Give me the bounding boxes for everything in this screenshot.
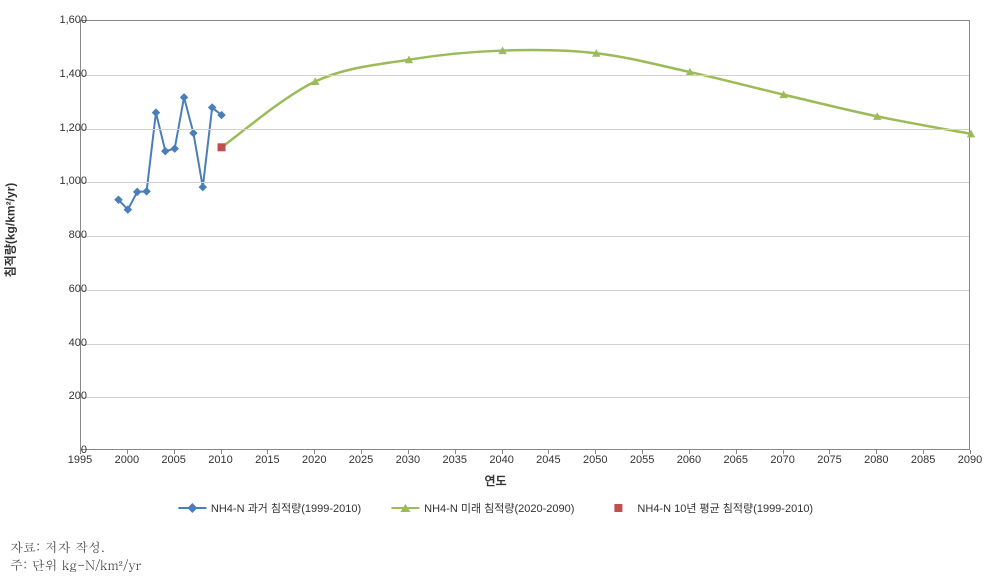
- legend-item-past: NH4-N 과거 침적량(1999-2010): [178, 500, 361, 516]
- marker-past: [152, 108, 160, 116]
- marker-past: [142, 187, 150, 195]
- marker-past: [199, 183, 207, 191]
- y-axis-title: 침적량(kg/km²/yr): [2, 183, 19, 277]
- y-tick-label: 400: [27, 337, 87, 349]
- x-tick-label: 2065: [724, 454, 748, 466]
- plot-area: [80, 20, 970, 450]
- legend-marker-avg: [604, 502, 632, 514]
- x-tick-label: 2020: [302, 454, 326, 466]
- marker-past: [133, 188, 141, 196]
- gridline: [81, 290, 969, 291]
- y-tick-label: 800: [27, 229, 87, 241]
- gridline: [81, 236, 969, 237]
- x-tick-label: 2070: [770, 454, 794, 466]
- marker-past: [189, 129, 197, 137]
- marker-past: [161, 147, 169, 155]
- series-line-future: [222, 50, 971, 147]
- square-icon: [614, 504, 622, 512]
- y-tick-label: 200: [27, 390, 87, 402]
- legend-marker-past: [178, 502, 206, 514]
- x-tick-label: 2045: [536, 454, 560, 466]
- x-tick-label: 2050: [583, 454, 607, 466]
- x-tick-label: 2030: [396, 454, 420, 466]
- gridline: [81, 397, 969, 398]
- x-tick-label: 2090: [958, 454, 982, 466]
- diamond-icon: [187, 503, 197, 513]
- x-tick-label: 2025: [349, 454, 373, 466]
- x-tick-label: 2060: [677, 454, 701, 466]
- gridline: [81, 129, 969, 130]
- footer-unit: 주: 단위 kg-N/km²/yr: [10, 556, 141, 574]
- triangle-icon: [400, 504, 410, 512]
- x-tick-label: 1995: [68, 454, 92, 466]
- y-tick-label: 1,200: [27, 122, 87, 134]
- plot-svg: [81, 21, 969, 449]
- legend-label: NH4-N 과거 침적량(1999-2010): [211, 500, 361, 516]
- y-tick-label: 1,600: [27, 14, 87, 26]
- x-tick-label: 2000: [115, 454, 139, 466]
- gridline: [81, 182, 969, 183]
- footer-source: 자료: 저자 작성.: [10, 538, 141, 556]
- x-tick-label: 2010: [208, 454, 232, 466]
- y-tick-label: 600: [27, 283, 87, 295]
- legend-marker-future: [391, 502, 419, 514]
- x-tick-label: 2080: [864, 454, 888, 466]
- marker-past: [180, 93, 188, 101]
- x-tick-label: 2075: [817, 454, 841, 466]
- chart-container: 침적량(kg/km²/yr) 연도 NH4-N 과거 침적량(1999-2010…: [10, 10, 981, 510]
- legend-label: NH4-N 미래 침적량(2020-2090): [424, 500, 574, 516]
- gridline: [81, 344, 969, 345]
- x-tick-label: 2015: [255, 454, 279, 466]
- legend-item-avg: NH4-N 10년 평균 침적량(1999-2010): [604, 500, 813, 516]
- footer-notes: 자료: 저자 작성. 주: 단위 kg-N/km²/yr: [10, 538, 141, 574]
- marker-past: [170, 144, 178, 152]
- x-tick-label: 2035: [442, 454, 466, 466]
- x-tick-label: 2005: [161, 454, 185, 466]
- gridline: [81, 75, 969, 76]
- x-axis-title: 연도: [484, 472, 506, 489]
- y-tick-label: 1,000: [27, 175, 87, 187]
- legend: NH4-N 과거 침적량(1999-2010) NH4-N 미래 침적량(2020…: [178, 500, 813, 516]
- legend-label: NH4-N 10년 평균 침적량(1999-2010): [637, 500, 813, 516]
- y-tick-label: 1,400: [27, 68, 87, 80]
- marker-avg: [218, 143, 226, 151]
- x-tick-label: 2055: [630, 454, 654, 466]
- legend-item-future: NH4-N 미래 침적량(2020-2090): [391, 500, 574, 516]
- x-tick-label: 2040: [489, 454, 513, 466]
- x-tick-label: 2085: [911, 454, 935, 466]
